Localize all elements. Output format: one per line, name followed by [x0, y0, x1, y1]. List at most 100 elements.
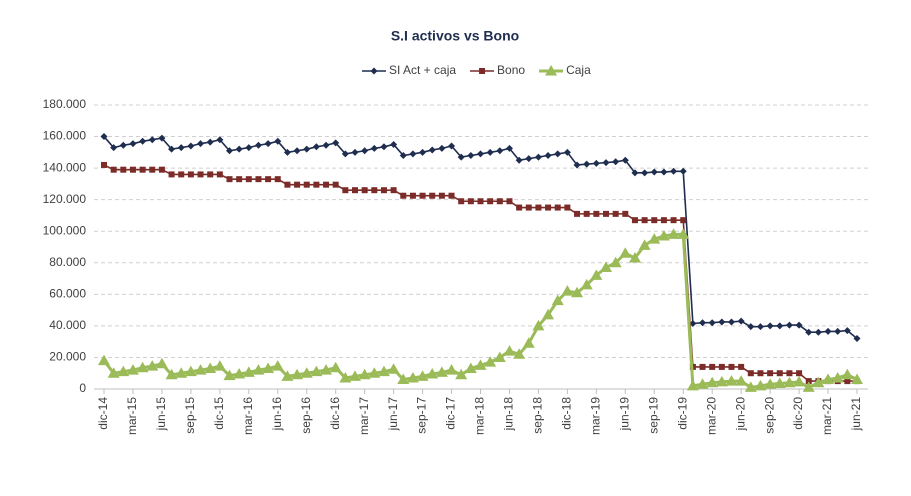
- data-point: [264, 140, 272, 148]
- data-point: [438, 144, 446, 152]
- data-point: [187, 142, 195, 150]
- data-point: [419, 148, 427, 156]
- data-point: [718, 363, 725, 370]
- data-point: [493, 351, 506, 362]
- data-point: [149, 166, 156, 173]
- data-point: [197, 140, 205, 148]
- x-tick-label: mar-21: [820, 397, 834, 435]
- data-point: [689, 320, 697, 328]
- data-point: [291, 368, 304, 380]
- x-tick-label: mar-19: [589, 397, 603, 435]
- data-point: [783, 376, 796, 388]
- data-point: [757, 370, 764, 377]
- data-point: [126, 364, 139, 375]
- data-point: [216, 136, 224, 144]
- data-point: [98, 354, 110, 366]
- data-point: [628, 252, 641, 263]
- data-point: [281, 370, 294, 381]
- data-point: [428, 146, 436, 154]
- data-point: [756, 323, 764, 331]
- data-point: [590, 269, 603, 280]
- data-point: [670, 217, 677, 224]
- data-point: [435, 366, 448, 377]
- data-point: [515, 156, 523, 164]
- data-point: [293, 147, 301, 155]
- data-point: [545, 204, 552, 211]
- data-point: [158, 134, 166, 142]
- data-point: [660, 168, 668, 176]
- legend-marker: [370, 67, 378, 75]
- y-tick-label: 20.000: [49, 350, 86, 364]
- data-point: [110, 144, 118, 152]
- data-point: [744, 381, 757, 392]
- data-point: [339, 371, 352, 383]
- data-point: [516, 204, 523, 211]
- legend-label: Caja: [566, 63, 591, 77]
- data-point: [320, 364, 333, 375]
- y-tick-label: 40.000: [49, 318, 86, 332]
- data-point: [754, 379, 767, 391]
- data-point: [332, 181, 339, 188]
- data-point: [718, 318, 726, 326]
- data-point: [349, 370, 361, 381]
- data-point: [303, 181, 310, 188]
- data-point: [802, 381, 815, 392]
- data-point: [387, 363, 400, 374]
- data-point: [426, 368, 439, 379]
- data-point: [226, 147, 233, 155]
- data-point: [380, 143, 388, 151]
- data-point: [844, 378, 851, 385]
- data-point: [619, 247, 632, 258]
- x-tick-label: dic-14: [96, 397, 110, 430]
- data-point: [574, 210, 581, 217]
- data-point: [487, 198, 494, 205]
- data-point: [571, 286, 584, 298]
- data-point: [283, 148, 291, 156]
- data-point: [641, 169, 649, 177]
- x-tick-label: sep-18: [531, 397, 545, 434]
- y-tick-label: 160.000: [43, 129, 87, 143]
- data-point: [390, 187, 397, 194]
- data-point: [805, 328, 813, 336]
- data-point: [477, 198, 484, 205]
- data-point: [341, 150, 349, 158]
- x-tick-label: sep-16: [299, 397, 313, 434]
- x-tick-label: sep-17: [415, 397, 429, 434]
- data-point: [207, 171, 214, 178]
- data-point: [400, 192, 407, 199]
- data-point: [679, 167, 687, 175]
- data-point: [464, 362, 477, 373]
- data-point: [120, 166, 127, 173]
- data-point: [187, 171, 194, 178]
- x-tick-label: jun-17: [386, 397, 400, 432]
- data-point: [175, 367, 188, 378]
- data-point: [486, 148, 494, 156]
- data-point: [747, 323, 755, 331]
- y-tick-label: 0: [79, 381, 86, 395]
- data-point: [429, 192, 436, 199]
- data-point: [764, 378, 777, 389]
- data-point: [361, 187, 368, 194]
- data-point: [525, 155, 533, 163]
- y-tick-label: 140.000: [43, 160, 87, 174]
- data-point: [107, 367, 120, 378]
- data-point: [824, 327, 832, 335]
- data-point: [583, 160, 591, 168]
- data-point: [329, 361, 342, 373]
- data-point: [438, 192, 445, 199]
- data-point: [110, 166, 117, 173]
- x-tick-label: jun-18: [502, 397, 516, 432]
- x-tick-label: dic-19: [675, 397, 689, 430]
- data-point: [322, 141, 330, 149]
- data-point: [310, 365, 323, 377]
- data-point: [274, 176, 281, 183]
- data-point: [554, 150, 562, 158]
- data-point: [580, 278, 593, 290]
- x-tick-label: jun-21: [849, 397, 863, 432]
- data-point: [715, 375, 728, 387]
- data-point: [660, 217, 667, 224]
- data-point: [686, 379, 699, 391]
- data-point: [706, 376, 719, 388]
- data-point: [139, 137, 147, 145]
- data-point: [600, 261, 612, 273]
